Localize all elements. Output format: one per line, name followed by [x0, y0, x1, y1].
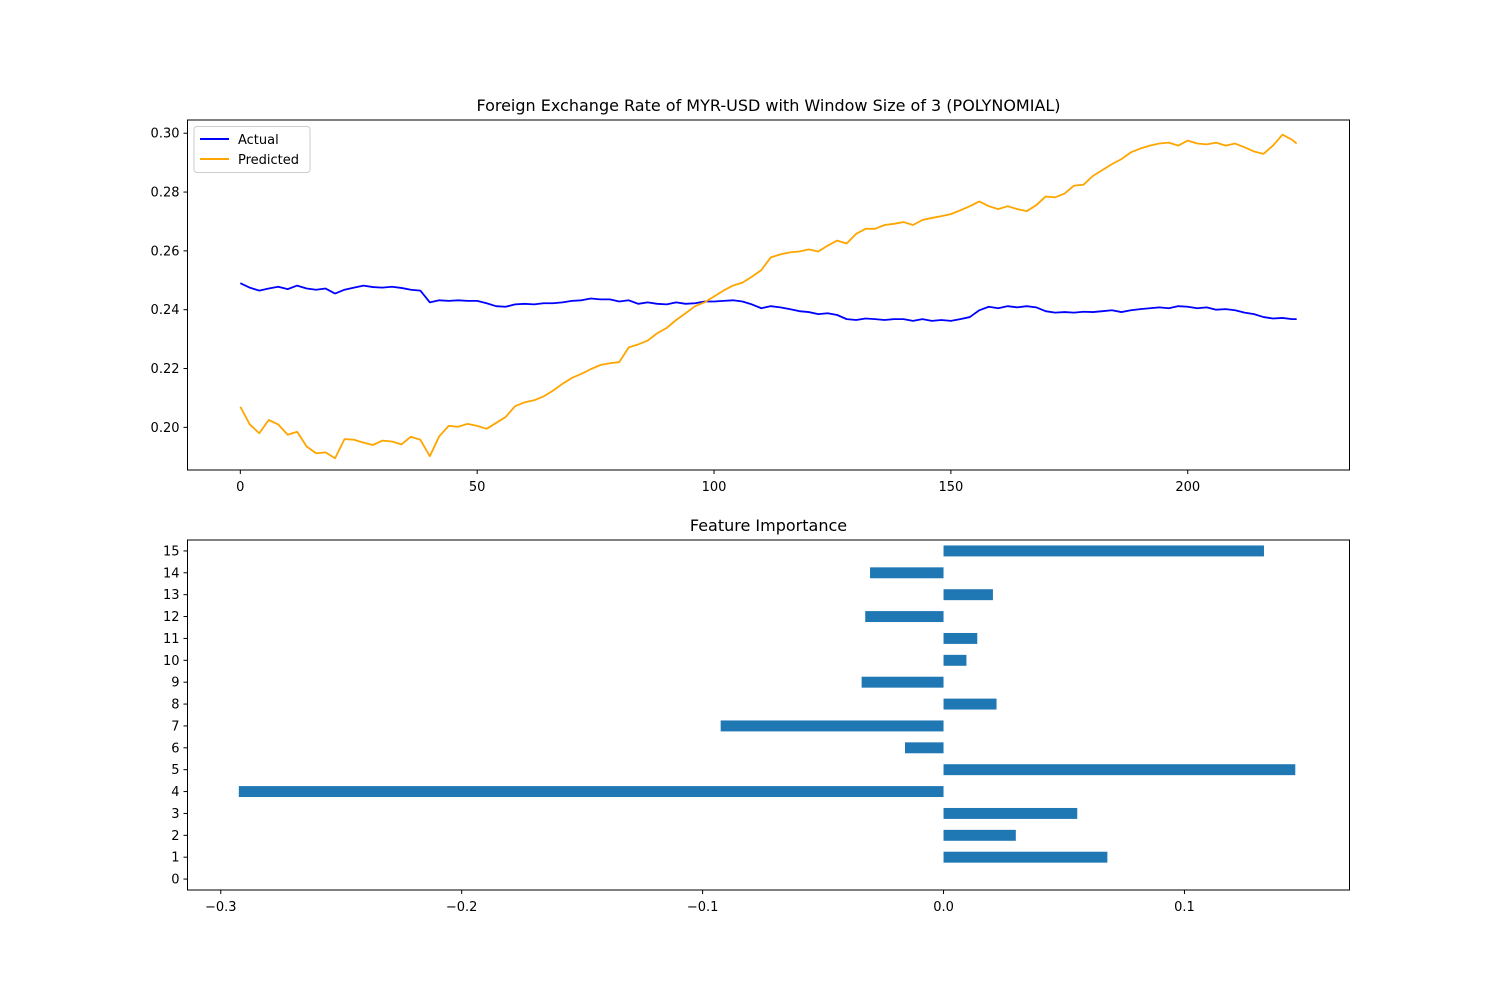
- feature-bar-5: [943, 764, 1296, 776]
- line-y-tick-label: 0.30: [151, 127, 180, 142]
- feature-bar-12: [865, 611, 944, 623]
- bar-x-tick-label: 0.1: [1174, 900, 1195, 915]
- line-x-tick-label: 200: [1175, 480, 1200, 495]
- bar-y-tick-label: 13: [163, 588, 180, 603]
- line-chart-series: [239, 133, 1298, 460]
- bar-y-tick-label: 6: [171, 741, 179, 756]
- bar-x-tick-label: 0.0: [933, 900, 954, 915]
- feature-importance-bar-chart: Feature Importance −0.3 −0.2 −0.1 0.0 0.1012…: [163, 516, 1350, 915]
- bar-y-tick-label: 14: [163, 566, 180, 581]
- feature-bar-13: [943, 589, 993, 601]
- bar-y-tick-label: 1: [171, 851, 179, 866]
- line-y-tick-label: 0.24: [151, 303, 180, 318]
- feature-bar-8: [943, 698, 997, 710]
- feature-bar-4: [238, 786, 944, 798]
- bar-y-tick-label: 7: [171, 719, 179, 734]
- line-chart-title: Foreign Exchange Rate of MYR-USD with Wi…: [476, 96, 1060, 115]
- line-y-tick-label: 0.22: [151, 362, 180, 377]
- legend: Actual Predicted: [193, 126, 311, 173]
- bar-y-tick-label: 9: [171, 676, 179, 691]
- line-x-tick-label: 150: [938, 480, 963, 495]
- feature-bar-3: [943, 807, 1078, 819]
- bar-y-tick-label: 10: [163, 654, 180, 669]
- line-chart-frame: [187, 119, 1350, 471]
- line-x-tick-label: 0: [236, 480, 244, 495]
- line-y-tick-label: 0.26: [151, 244, 180, 259]
- bar-chart-title: Feature Importance: [690, 516, 847, 535]
- feature-bar-2: [943, 829, 1016, 841]
- feature-bar-10: [943, 654, 967, 666]
- bar-chart-frame: [187, 539, 1350, 891]
- bar-chart-bars: [238, 545, 1296, 863]
- legend-predicted-label: Predicted: [238, 153, 299, 168]
- bar-x-tick-label: −0.1: [687, 900, 719, 915]
- bar-x-tick-label: −0.3: [205, 900, 237, 915]
- bar-y-tick-label: 5: [171, 763, 179, 778]
- bar-y-tick-label: 0: [171, 873, 179, 888]
- feature-bar-11: [943, 632, 978, 644]
- feature-bar-14: [870, 567, 944, 579]
- line-y-tick-label: 0.20: [151, 421, 180, 436]
- bar-y-tick-label: 8: [171, 698, 179, 713]
- line-x-tick-label: 100: [702, 480, 727, 495]
- bar-y-tick-label: 12: [163, 610, 180, 625]
- predicted-series-line: [239, 133, 1298, 460]
- feature-bar-15: [943, 545, 1264, 557]
- bar-y-tick-label: 11: [163, 632, 180, 647]
- feature-bar-9: [861, 676, 944, 688]
- line-y-tick-label: 0.28: [151, 186, 180, 201]
- legend-actual-label: Actual: [238, 133, 279, 148]
- actual-series-line: [239, 282, 1297, 322]
- line-chart-ticks: 0 50 100 150 200 0.20 0.22 0.24 0.26 0.28 0.30: [151, 127, 1201, 495]
- bar-x-tick-label: −0.2: [446, 900, 478, 915]
- bar-y-tick-label: 2: [171, 829, 179, 844]
- line-x-tick-label: 50: [469, 480, 486, 495]
- exchange-rate-line-chart: Foreign Exchange Rate of MYR-USD with Wi…: [151, 96, 1350, 495]
- bar-y-tick-label: 3: [171, 807, 179, 822]
- bar-y-tick-label: 4: [171, 785, 179, 800]
- bar-y-tick-label: 15: [163, 544, 180, 559]
- feature-bar-1: [943, 851, 1108, 863]
- feature-bar-7: [720, 720, 944, 732]
- feature-bar-6: [904, 742, 944, 754]
